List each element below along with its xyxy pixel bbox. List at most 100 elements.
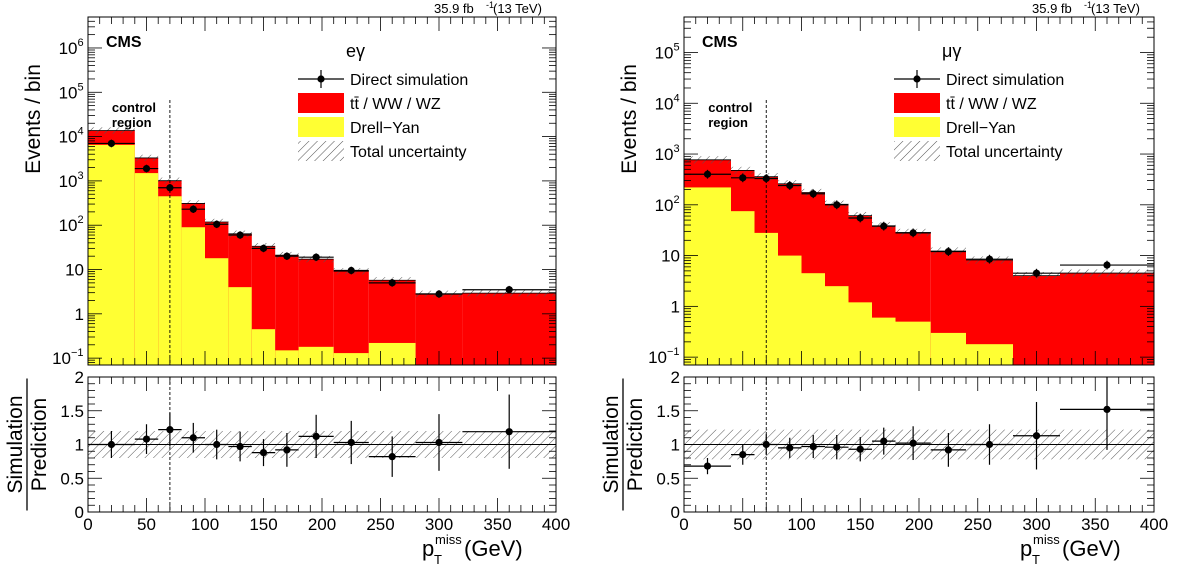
ytick-label-3: 10: [655, 196, 674, 215]
direct-point-1: [739, 174, 747, 182]
lumi-label: 35.9 fb: [1032, 1, 1072, 16]
ratio-plot-area: [88, 394, 556, 477]
direct-point-6: [856, 214, 864, 222]
y-axis-label: Events / bin: [22, 64, 45, 174]
direct-point-3: [189, 205, 197, 213]
xtick-label-5: 250: [964, 515, 992, 534]
direct-point-0: [107, 139, 115, 148]
control-region-label-1: control: [708, 100, 752, 115]
ratio-point-7: [283, 446, 291, 454]
ratio-ytick-label-3: 1.5: [60, 402, 84, 421]
ytick-label-1: 1: [671, 297, 680, 316]
xtick-label-2: 100: [191, 515, 219, 534]
xtick-label-3: 150: [249, 515, 277, 534]
xtick-label-7: 350: [1081, 515, 1109, 534]
ratio-ylabel-num: Simulation: [600, 395, 623, 493]
xtick-label-4: 200: [905, 515, 933, 534]
legend-ttbar-swatch: [298, 93, 344, 113]
legend-dy-swatch: [298, 117, 344, 137]
bar-dy-3: [778, 255, 802, 365]
ytick-label-2: 10: [65, 261, 84, 280]
xtick-label-7: 350: [483, 515, 511, 534]
bar-dy-1: [731, 211, 755, 365]
direct-point-8: [909, 229, 917, 237]
bar-ttbar-12: [462, 293, 556, 365]
ytick-label-7: 10: [59, 39, 78, 58]
bar-dy-0: [88, 144, 135, 365]
ytick-exp-4: 3: [674, 143, 680, 155]
legend-label-ttbar: tt̄ / WW / WZ: [350, 96, 441, 113]
direct-point-1: [142, 164, 151, 173]
direct-point-10: [388, 279, 396, 287]
ratio-point-9: [944, 446, 952, 454]
ratio-point-11: [1032, 432, 1041, 440]
ytick-label-3: 10: [59, 216, 78, 235]
direct-point-8: [312, 253, 320, 261]
bar-dy-7: [275, 350, 299, 365]
ytick-label-4: 10: [655, 145, 674, 164]
ratio-point-5: [833, 443, 841, 451]
ratio-ytick-label-4: 2: [75, 368, 84, 387]
ratio-point-9: [347, 438, 355, 447]
legend-label-dy: Drell−Yan: [946, 120, 1016, 137]
xtick-label-1: 50: [733, 515, 752, 534]
control-region-label-1: control: [112, 100, 156, 115]
direct-point-3: [786, 181, 794, 190]
lumi-label: 35.9 fb: [434, 1, 474, 16]
ratio-point-8: [312, 432, 320, 440]
bar-dy-0: [684, 187, 731, 365]
ratio-point-3: [189, 434, 197, 442]
ytick-label-0: 10: [648, 348, 667, 367]
ytick-exp-4: 3: [78, 170, 84, 182]
lumi-energy: (13 TeV): [493, 1, 542, 16]
ytick-exp-0: −1: [71, 347, 84, 359]
ratio-point-6: [259, 449, 268, 457]
x-axis-label-sub: T: [1032, 552, 1040, 564]
experiment-label: CMS: [702, 34, 738, 51]
lumi-sup: -1: [486, 0, 494, 10]
direct-point-11: [1032, 269, 1041, 277]
bar-ttbar-9: [333, 271, 369, 365]
bar-dy-5: [825, 286, 849, 365]
direct-point-4: [809, 190, 817, 198]
bar-dy-6: [848, 302, 872, 365]
bar-dy-6: [251, 329, 276, 365]
xtick-label-4: 200: [308, 515, 336, 534]
ytick-exp-3: 2: [674, 194, 680, 206]
direct-point-12: [1103, 261, 1111, 269]
legend-label-direct: Direct simulation: [350, 72, 468, 89]
x-axis-label-main: p: [422, 536, 434, 561]
bar-dy-9: [930, 332, 966, 365]
ratio-point-3: [786, 444, 794, 452]
legend-unc-swatch: [894, 141, 940, 161]
legend-direct-marker: [317, 75, 325, 83]
direct-point-2: [762, 174, 770, 183]
bar-dy-4: [205, 258, 229, 365]
bar-dy-1: [134, 173, 159, 365]
legend-ttbar-swatch: [894, 93, 940, 113]
lumi-sup: -1: [1084, 0, 1092, 10]
bar-dy-2: [754, 232, 778, 365]
ratio-ytick-label-2: 1: [75, 436, 84, 455]
xtick-label-5: 250: [366, 515, 394, 534]
direct-point-6: [259, 244, 268, 252]
direct-point-5: [236, 231, 244, 239]
control-region-label-2: region: [708, 115, 748, 130]
direct-point-9: [347, 266, 355, 275]
bar-dy-5: [228, 287, 252, 365]
xtick-label-6: 300: [425, 515, 453, 534]
bar-dy-3: [181, 227, 205, 365]
ratio-ytick-label-1: 0.5: [60, 469, 84, 488]
experiment-label: CMS: [106, 34, 142, 51]
legend-label-dy: Drell−Yan: [350, 120, 420, 137]
ratio-point-2: [762, 440, 770, 449]
ratio-point-7: [880, 437, 888, 445]
ratio-point-2: [166, 426, 174, 434]
ratio-point-0: [107, 440, 115, 449]
ratio-point-10: [388, 453, 396, 461]
direct-point-9: [944, 247, 952, 256]
ratio-ytick-label-4: 2: [671, 368, 680, 387]
legend-label-unc: Total uncertainty: [350, 144, 467, 161]
